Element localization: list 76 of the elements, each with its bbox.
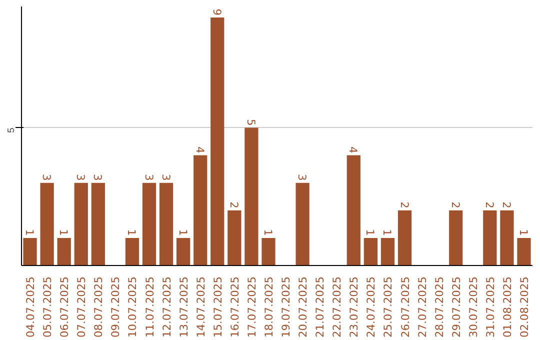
x-tick-label: 30.07.2025: [466, 276, 480, 338]
x-tick-label: 17.07.2025: [245, 276, 258, 338]
data-label: 2: [500, 202, 513, 208]
bar: [228, 210, 242, 266]
data-label: 3: [142, 174, 156, 181]
data-label: 1: [364, 229, 377, 236]
bar: [483, 210, 497, 266]
data-label: 1: [23, 229, 36, 236]
x-tick-label: 27.07.2025: [416, 276, 429, 338]
data-label: 2: [448, 202, 462, 208]
data-label: 1: [380, 229, 394, 236]
bar: [57, 238, 71, 266]
data-label: 1: [125, 229, 138, 236]
bar: [262, 238, 276, 266]
x-tick-label: 28.07.2025: [432, 276, 446, 338]
bar: [23, 238, 37, 266]
x-tick-label: 20.07.2025: [296, 276, 310, 338]
x-tick-label: 05.07.2025: [41, 276, 54, 338]
x-tick-label: 04.07.2025: [24, 276, 38, 338]
bar: [449, 210, 463, 266]
bar: [210, 18, 224, 266]
bar: [125, 238, 140, 266]
x-tick-label: 25.07.2025: [382, 276, 395, 338]
bar: [194, 155, 208, 266]
x-tick-label: 14.07.2025: [194, 276, 208, 338]
data-label: 1: [176, 229, 190, 236]
data-label: 9: [210, 8, 224, 16]
data-label: 2: [482, 202, 496, 208]
x-tick-label: 08.07.2025: [92, 276, 106, 338]
bar: [91, 182, 105, 266]
x-tick-label: 23.07.2025: [348, 276, 361, 338]
x-tick-label: 11.07.2025: [143, 276, 156, 338]
bar: [176, 238, 190, 266]
x-tick-label: 31.07.2025: [484, 276, 497, 338]
x-tick-label: 07.07.2025: [75, 276, 88, 338]
data-label: 4: [193, 146, 206, 154]
data-label: 3: [74, 174, 88, 181]
bar: [517, 238, 531, 266]
data-label: 1: [261, 229, 274, 236]
bar: [380, 238, 395, 266]
bar: [74, 182, 88, 266]
bar: [40, 182, 54, 266]
x-tick-label: 29.07.2025: [450, 276, 463, 338]
bar: [244, 128, 258, 266]
x-tick-label: 18.07.2025: [262, 276, 276, 338]
x-tick-label: 19.07.2025: [280, 276, 293, 338]
data-label: 4: [346, 146, 360, 154]
x-tick-label: 12.07.2025: [160, 276, 174, 338]
data-label: 1: [57, 229, 70, 236]
x-tick-label: 21.07.2025: [314, 276, 327, 338]
bar: [159, 182, 174, 266]
data-label: 2: [227, 202, 240, 208]
x-tick-label: 02.08.2025: [518, 276, 531, 338]
x-tick-label: 01.08.2025: [500, 276, 514, 338]
bar: [346, 155, 360, 266]
x-tick-label: 22.07.2025: [330, 276, 344, 338]
data-label: 3: [40, 174, 54, 181]
data-label: 3: [296, 174, 309, 181]
x-tick-label: 10.07.2025: [126, 276, 140, 338]
bar: [142, 182, 156, 266]
bar: [398, 210, 412, 266]
x-tick-label: 06.07.2025: [58, 276, 72, 338]
x-tick-label: 26.07.2025: [398, 276, 412, 338]
data-label: 5: [244, 118, 258, 126]
data-label: 2: [398, 202, 411, 208]
bar: [364, 238, 378, 266]
x-tick-label: 13.07.2025: [177, 276, 190, 338]
bar: [296, 182, 310, 266]
x-tick-label: 15.07.2025: [211, 276, 224, 338]
data-label: 3: [91, 174, 104, 181]
x-tick-label: 16.07.2025: [228, 276, 242, 338]
data-label: 3: [159, 174, 172, 181]
x-tick-label: 24.07.2025: [364, 276, 378, 338]
data-label: 1: [516, 229, 530, 236]
x-tick-label: 09.07.2025: [109, 276, 122, 338]
bar: [500, 210, 514, 266]
